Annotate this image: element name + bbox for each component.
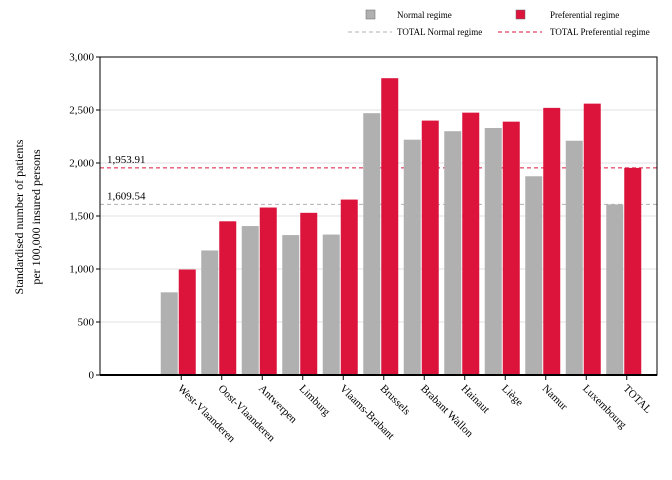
bar-normal xyxy=(484,128,502,375)
bar-preferential xyxy=(178,269,196,375)
reference-lines: 1,609.54 1,953.91 xyxy=(100,154,657,205)
bar-normal xyxy=(403,139,421,375)
reference-line-label: 1,609.54 xyxy=(107,190,146,202)
bar-normal xyxy=(525,176,543,375)
reference-line-label: 1,953.91 xyxy=(107,154,146,166)
legend-swatch-preferential xyxy=(515,9,526,20)
y-tick-label: 500 xyxy=(78,317,95,329)
bar-preferential xyxy=(583,103,601,375)
bar-normal xyxy=(241,226,259,375)
y-tick-label: 1,000 xyxy=(69,264,94,276)
legend-label-preferential: Preferential regime xyxy=(550,10,619,20)
y-tick-label: 2,500 xyxy=(69,105,94,117)
bars xyxy=(160,78,642,376)
x-tick-label: Liège xyxy=(499,383,525,409)
bar-preferential xyxy=(421,120,439,375)
bar-normal xyxy=(444,131,462,375)
axes xyxy=(96,56,658,380)
x-tick-label: Limburg xyxy=(297,383,333,419)
y-tick-label: 3,000 xyxy=(69,52,94,64)
x-tick-label: Hainaut xyxy=(459,383,492,416)
y-axis-title-line2: per 100,000 insured persons xyxy=(29,149,43,285)
bar-normal xyxy=(282,235,300,375)
legend-label-total-preferential: TOTAL Preferential regime xyxy=(550,27,650,37)
bar-normal xyxy=(363,113,381,376)
bar-preferential xyxy=(259,207,277,375)
bar-preferential xyxy=(624,167,642,375)
bar-normal xyxy=(565,140,583,375)
y-tick-label: 2,000 xyxy=(69,158,94,170)
legend-label-normal: Normal regime xyxy=(397,10,452,20)
x-tick-label: Brussels xyxy=(378,383,413,418)
x-tick-label: Antwerpen xyxy=(256,383,299,426)
legend-label-total-normal: TOTAL Normal regime xyxy=(397,27,482,37)
bar-normal xyxy=(201,250,219,375)
x-tick-label: Namur xyxy=(540,383,570,413)
bar-preferential xyxy=(300,212,318,375)
bar-preferential xyxy=(381,78,399,375)
bar-preferential xyxy=(340,199,358,375)
bar-normal xyxy=(606,204,624,375)
y-axis-title-line1: Standardised number of patients xyxy=(12,139,26,294)
legend: Normal regime Preferential regime TOTAL … xyxy=(348,9,650,37)
bar-normal xyxy=(322,234,340,375)
x-tick-label: TOTAL xyxy=(621,383,654,416)
bar-normal xyxy=(160,292,178,375)
bar-preferential xyxy=(462,112,480,376)
bar-preferential xyxy=(502,121,520,375)
bar-preferential xyxy=(219,221,237,375)
y-tick-label: 1,500 xyxy=(69,211,94,223)
bar-preferential xyxy=(543,107,561,375)
y-tick-label: 0 xyxy=(89,370,95,382)
legend-swatch-normal xyxy=(365,9,376,20)
